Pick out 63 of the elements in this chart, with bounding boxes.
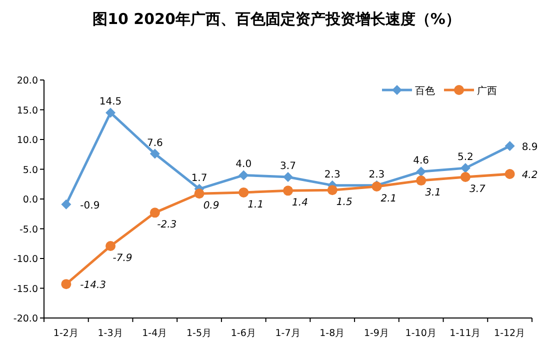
data-label: -0.9: [80, 200, 100, 212]
data-label: 2.3: [368, 169, 385, 180]
data-label: 2.1: [380, 194, 397, 205]
point: [283, 186, 293, 196]
data-label: 4.2: [522, 170, 538, 182]
data-label: -14.3: [80, 280, 106, 292]
x-tick-label: 1-4月: [142, 328, 168, 339]
data-label: -2.3: [157, 220, 177, 231]
y-tick-label: 20.0: [16, 76, 38, 86]
point: [416, 166, 426, 177]
data-label: -7.9: [112, 253, 132, 264]
data-label: 2.3: [324, 169, 340, 180]
data-label: 8.9: [522, 142, 538, 154]
point: [238, 170, 249, 180]
data-label: 3.7: [470, 184, 486, 195]
point: [106, 108, 116, 118]
data-label: 5.2: [458, 152, 474, 164]
x-tick-label: 1-10月: [405, 328, 437, 339]
data-label: 1.1: [248, 199, 264, 210]
point: [194, 188, 204, 199]
y-tick-label: -5.0: [19, 224, 38, 236]
point: [327, 185, 338, 196]
point: [61, 279, 72, 290]
x-tick-label: 1-9月: [364, 328, 390, 339]
point: [460, 172, 470, 182]
data-label: 3.1: [425, 188, 442, 199]
y-tick-label: 10.0: [16, 135, 38, 146]
point: [238, 187, 249, 198]
data-label: 1.5: [336, 197, 352, 208]
x-tick-label: 1-5月: [186, 328, 212, 339]
y-tick-label: -10.0: [13, 254, 38, 265]
point: [504, 169, 515, 180]
x-tick-label: 1-12月: [494, 328, 526, 339]
y-tick-label: 0.0: [22, 194, 38, 206]
legend-label: 百色: [415, 85, 435, 97]
data-label: 4.0: [236, 159, 252, 170]
x-tick-label: 1-8月: [320, 328, 346, 339]
data-label: 3.7: [280, 160, 296, 172]
point: [150, 208, 160, 218]
y-tick-label: 5.0: [22, 164, 38, 176]
x-tick-label: 1-3月: [98, 328, 124, 339]
y-tick-label: -20.0: [13, 314, 38, 324]
data-label: 4.6: [413, 156, 430, 167]
data-label: 1.7: [191, 172, 208, 184]
point: [283, 172, 293, 182]
data-label: 0.9: [203, 200, 220, 212]
data-label: 14.5: [99, 96, 122, 108]
point: [61, 199, 72, 210]
x-tick-label: 1-6月: [230, 328, 256, 339]
legend-label: 广西: [477, 85, 497, 97]
point: [504, 141, 515, 152]
point: [106, 241, 116, 252]
chart-title: 图10 2020年广西、百色固定资产投资增长速度（%）: [92, 10, 460, 28]
y-tick-label: -15.0: [13, 284, 38, 295]
data-label: 1.4: [292, 198, 308, 209]
point: [416, 176, 426, 186]
data-label: 7.6: [146, 138, 163, 149]
point: [150, 148, 160, 159]
x-tick-label: 1-2月: [53, 328, 79, 339]
y-tick-label: 15.0: [16, 105, 38, 116]
point: [460, 163, 470, 174]
x-tick-label: 1-11月: [450, 328, 482, 339]
x-tick-label: 1-7月: [275, 328, 301, 339]
